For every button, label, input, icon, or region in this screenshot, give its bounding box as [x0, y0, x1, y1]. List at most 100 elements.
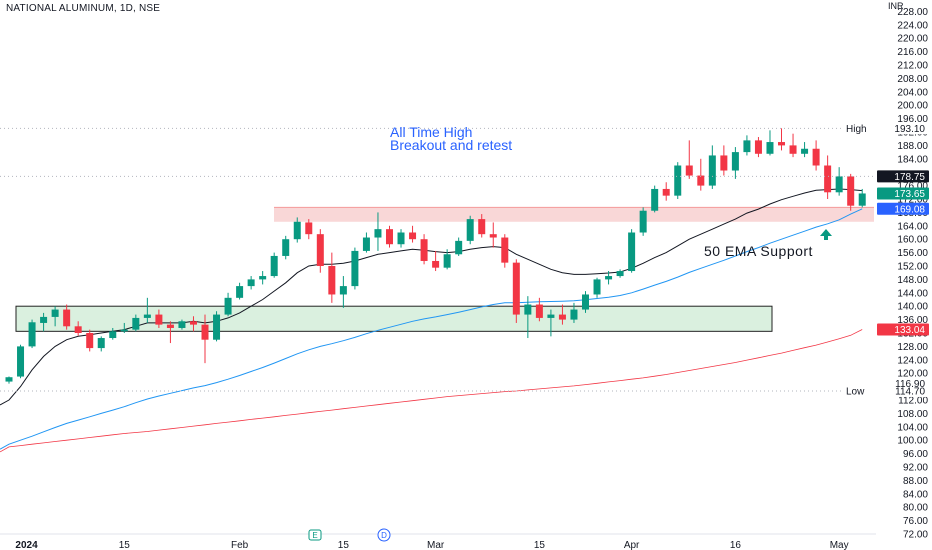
candle — [247, 276, 255, 290]
candle-body — [524, 304, 532, 315]
candle-body — [143, 314, 151, 318]
candle-body — [51, 309, 59, 317]
candle — [616, 269, 624, 278]
candle-body — [97, 338, 105, 349]
earnings-marker-icon: E — [308, 529, 322, 541]
candle-body — [224, 297, 232, 315]
price-tick-label: 76.00 — [903, 516, 928, 527]
candle-body — [582, 294, 589, 310]
candle-body — [628, 232, 636, 272]
low-tag-value: 114.70 — [895, 386, 925, 397]
ema200-price-tag: 133.04 — [877, 323, 929, 336]
candle-body — [247, 279, 255, 287]
price-tick-label: 96.00 — [903, 449, 928, 460]
candle-body — [40, 316, 48, 323]
candle — [178, 319, 186, 330]
price-tick-label: 128.00 — [897, 342, 928, 353]
price-tick-label: 84.00 — [903, 489, 928, 500]
candle-body — [443, 254, 451, 268]
candle-body — [731, 152, 739, 171]
high-tag-bg — [842, 122, 930, 135]
candle-body — [86, 333, 94, 349]
price-tick-label: 204.00 — [897, 87, 928, 98]
ema50-line — [0, 208, 863, 450]
candle — [455, 237, 463, 256]
candle-body — [605, 276, 613, 280]
candle — [847, 173, 855, 211]
candle — [674, 162, 682, 199]
ema200-price-tag-text: 133.04 — [894, 325, 925, 336]
time-tick-label: Mar — [427, 540, 445, 550]
candle — [432, 250, 440, 272]
candle-body — [858, 193, 866, 206]
candle — [385, 225, 393, 248]
candle — [282, 235, 290, 260]
candle-body — [789, 145, 797, 154]
candle — [132, 314, 140, 332]
candle — [305, 219, 313, 240]
price-tick-label: 220.00 — [897, 34, 928, 45]
candle — [466, 215, 474, 245]
candle-body — [754, 140, 762, 154]
candle — [524, 296, 532, 339]
candle — [155, 309, 163, 328]
candle-body — [766, 142, 774, 154]
candle — [812, 140, 820, 171]
candle — [478, 214, 486, 238]
time-tick-label: 15 — [119, 540, 131, 550]
candle — [109, 327, 117, 340]
candle — [397, 229, 405, 248]
candle — [754, 137, 762, 158]
candle — [443, 249, 451, 270]
price-tick-label: 224.00 — [897, 20, 928, 31]
candle-body — [339, 286, 347, 295]
close-price-tag: 178.75 — [877, 170, 929, 183]
candle-body — [5, 377, 13, 382]
price-tick-label: 80.00 — [903, 503, 928, 514]
candle — [420, 234, 428, 265]
candle-body — [420, 239, 428, 261]
ath-annotation: All Time High Breakout and retest — [390, 125, 512, 152]
candle-body — [120, 329, 128, 332]
candle-body — [501, 237, 509, 263]
price-tick-label: 164.00 — [897, 221, 928, 232]
candle — [351, 247, 359, 290]
candle — [189, 316, 197, 332]
candle — [120, 322, 128, 333]
price-tick-label: 88.00 — [903, 476, 928, 487]
candle-body — [812, 148, 820, 166]
candle — [143, 297, 151, 323]
candle — [5, 376, 13, 384]
price-tick-label: 200.00 — [897, 101, 928, 112]
price-tick-label: 184.00 — [897, 154, 928, 165]
candle-body — [316, 234, 324, 266]
price-tick-label: 144.00 — [897, 288, 928, 299]
candle-body — [639, 210, 647, 233]
candle — [40, 312, 48, 332]
candle-body — [558, 314, 566, 320]
price-tick-label: 152.00 — [897, 262, 928, 273]
candle — [662, 182, 670, 201]
candle-body — [743, 140, 751, 153]
candle — [858, 188, 866, 208]
candle-body — [362, 237, 370, 251]
candle — [86, 329, 94, 352]
candle-body — [374, 229, 382, 238]
candle-body — [478, 219, 486, 235]
candle — [628, 229, 636, 273]
candle — [213, 311, 221, 342]
candle — [685, 140, 693, 179]
price-tick-label: 100.00 — [897, 436, 928, 447]
candle-body — [835, 176, 843, 193]
candle-body — [685, 165, 693, 176]
prev-low-tick: 116.90 — [895, 379, 925, 390]
candle — [593, 277, 601, 298]
candle — [535, 297, 543, 322]
candle — [824, 155, 832, 199]
candle-body — [616, 271, 624, 277]
candle-body — [305, 222, 313, 235]
resistance-zone — [274, 207, 874, 222]
dividend-marker-circle — [377, 528, 391, 542]
candle — [51, 306, 59, 327]
